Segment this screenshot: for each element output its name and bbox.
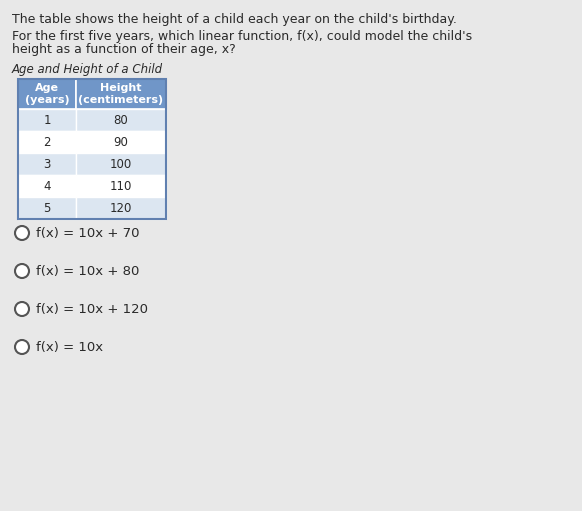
- Text: 110: 110: [110, 179, 132, 193]
- Circle shape: [15, 302, 29, 316]
- Text: 120: 120: [110, 201, 132, 215]
- Text: 1: 1: [43, 113, 51, 127]
- Text: f(x) = 10x + 80: f(x) = 10x + 80: [36, 265, 139, 277]
- Bar: [76, 197, 166, 219]
- Bar: [18, 175, 76, 197]
- Bar: [76, 109, 166, 131]
- Text: 80: 80: [113, 113, 129, 127]
- Text: 4: 4: [43, 179, 51, 193]
- Text: 2: 2: [43, 135, 51, 149]
- Text: 3: 3: [43, 157, 51, 171]
- Text: For the first five years, which linear function, f(x), could model the child's: For the first five years, which linear f…: [12, 30, 472, 43]
- Text: f(x) = 10x: f(x) = 10x: [36, 340, 103, 354]
- Text: Height
(centimeters): Height (centimeters): [79, 83, 164, 105]
- Text: 90: 90: [113, 135, 129, 149]
- Bar: [18, 131, 76, 153]
- Bar: [18, 197, 76, 219]
- Bar: [76, 153, 166, 175]
- Bar: [18, 153, 76, 175]
- Circle shape: [15, 264, 29, 278]
- Circle shape: [15, 226, 29, 240]
- Text: f(x) = 10x + 120: f(x) = 10x + 120: [36, 303, 148, 315]
- Text: height as a function of their age, x?: height as a function of their age, x?: [12, 43, 236, 56]
- Text: Age
(years): Age (years): [24, 83, 69, 105]
- Bar: [18, 79, 76, 109]
- Text: Age and Height of a Child: Age and Height of a Child: [12, 63, 163, 76]
- Bar: [18, 109, 76, 131]
- Bar: [76, 79, 166, 109]
- Text: The table shows the height of a child each year on the child's birthday.: The table shows the height of a child ea…: [12, 13, 457, 26]
- Circle shape: [15, 340, 29, 354]
- Bar: [18, 79, 166, 219]
- Text: 100: 100: [110, 157, 132, 171]
- Text: f(x) = 10x + 70: f(x) = 10x + 70: [36, 226, 140, 240]
- Bar: [76, 175, 166, 197]
- Text: 5: 5: [43, 201, 51, 215]
- Bar: [76, 131, 166, 153]
